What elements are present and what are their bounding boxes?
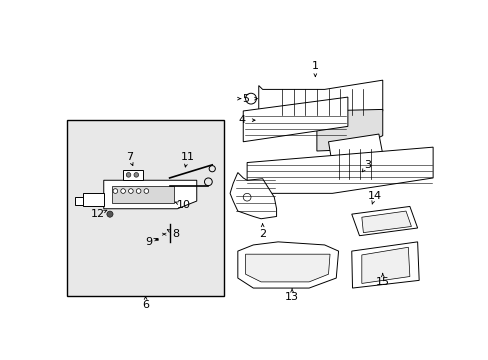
Polygon shape — [103, 180, 196, 209]
Text: 10: 10 — [176, 200, 190, 210]
Circle shape — [126, 172, 131, 177]
Text: 6: 6 — [142, 300, 149, 310]
Polygon shape — [111, 186, 173, 203]
Circle shape — [134, 172, 138, 177]
Text: 2: 2 — [259, 229, 265, 239]
Text: 9: 9 — [145, 237, 152, 247]
Text: 14: 14 — [367, 191, 381, 201]
Polygon shape — [351, 206, 417, 236]
Text: 7: 7 — [125, 152, 133, 162]
Polygon shape — [75, 197, 82, 205]
Polygon shape — [316, 109, 382, 151]
Text: 4: 4 — [238, 115, 245, 125]
Polygon shape — [328, 134, 386, 188]
Circle shape — [113, 189, 118, 193]
Text: 12: 12 — [91, 209, 105, 219]
Circle shape — [144, 189, 148, 193]
Polygon shape — [243, 97, 347, 142]
Text: 1: 1 — [311, 61, 318, 71]
Polygon shape — [361, 247, 409, 283]
Polygon shape — [123, 170, 142, 180]
Polygon shape — [246, 147, 432, 193]
Text: 11: 11 — [180, 152, 194, 162]
Circle shape — [107, 211, 113, 217]
Polygon shape — [245, 254, 329, 282]
Polygon shape — [361, 211, 410, 233]
Text: 5: 5 — [242, 94, 248, 104]
Polygon shape — [351, 242, 418, 288]
Bar — [67, 120, 224, 296]
Polygon shape — [237, 242, 338, 288]
Polygon shape — [230, 172, 276, 219]
Text: 15: 15 — [375, 277, 389, 287]
Polygon shape — [82, 193, 103, 206]
Circle shape — [128, 189, 133, 193]
Polygon shape — [258, 80, 382, 120]
Circle shape — [121, 189, 125, 193]
Circle shape — [136, 189, 141, 193]
Text: 8: 8 — [172, 229, 179, 239]
Text: 3: 3 — [363, 160, 370, 170]
Text: 13: 13 — [285, 292, 299, 302]
